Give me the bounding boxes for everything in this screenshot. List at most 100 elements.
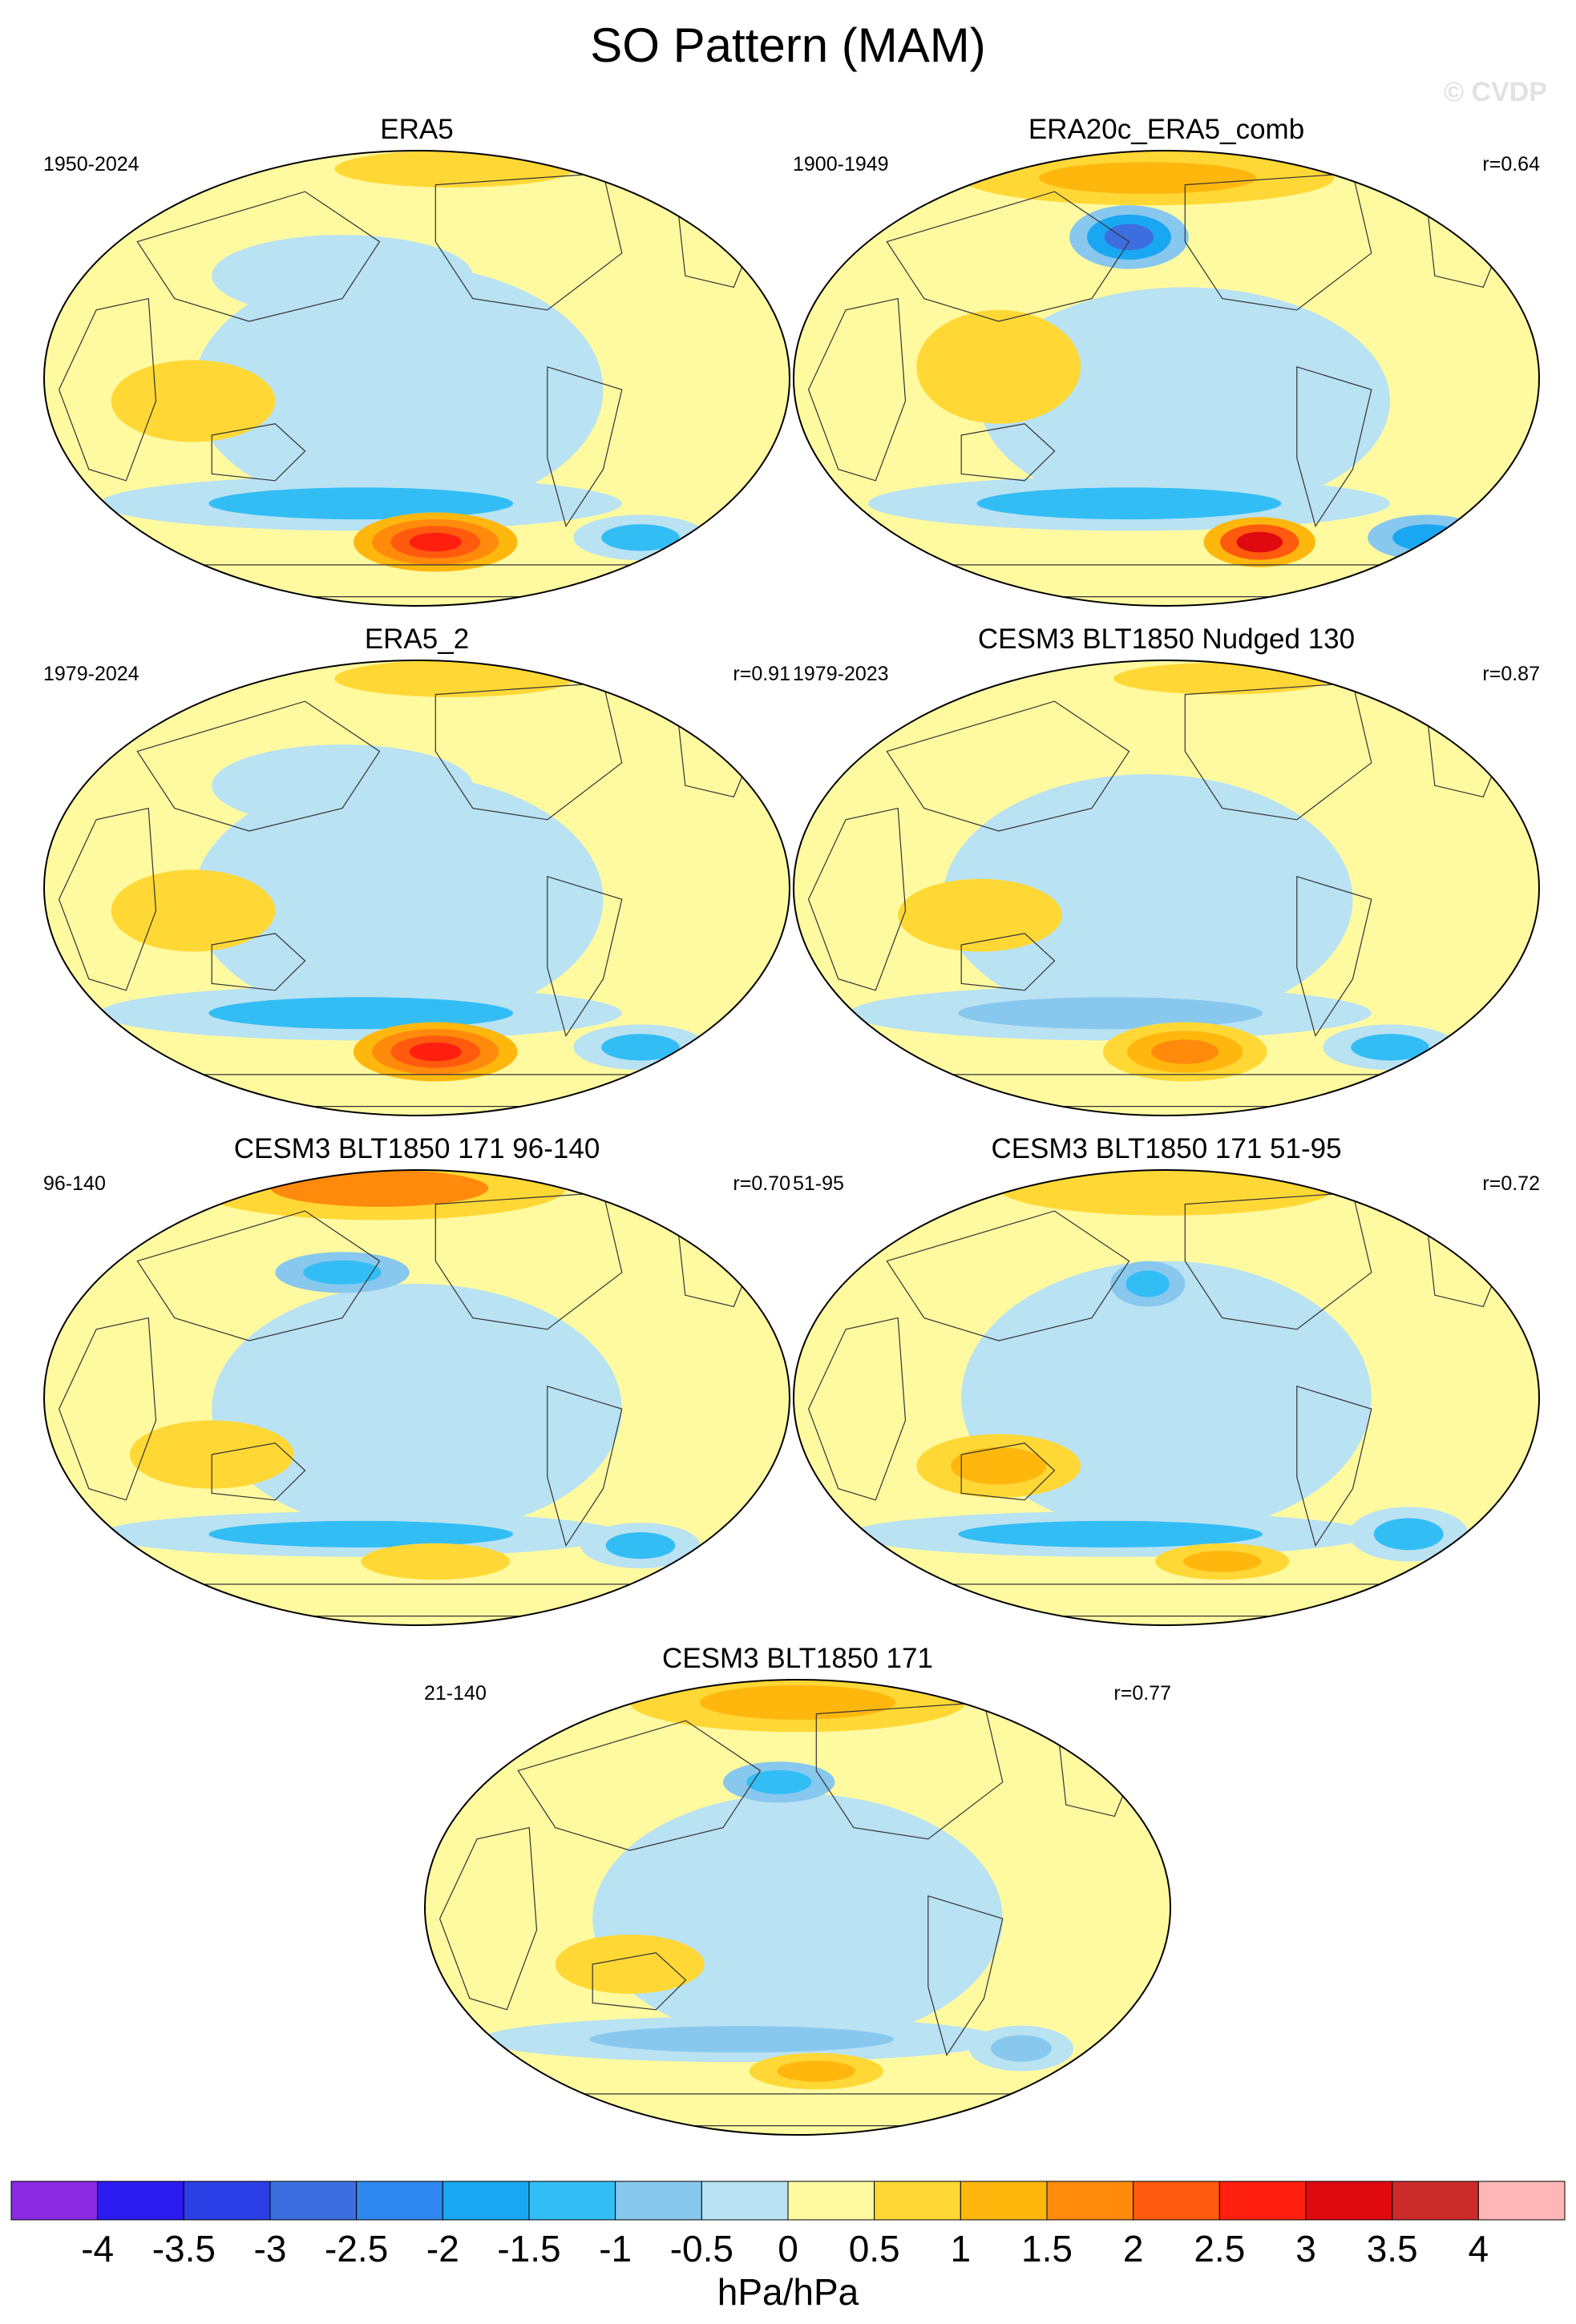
- south-america-outline: [1296, 365, 1372, 528]
- colorbar-tick-label: -2: [426, 2228, 459, 2270]
- north-positive-level-1: [270, 1170, 489, 1207]
- map-panel-era5: ERA5 1950-2024: [40, 114, 794, 611]
- map-border: [424, 1679, 1171, 2136]
- colorbar-swatch: [1477, 2181, 1566, 2221]
- colorbar-tick-label: 1: [951, 2228, 972, 2270]
- south-atlantic-low-level-1: [601, 524, 680, 551]
- map-panel-cesm3-21-140: CESM3 BLT1850 171 21-140 r=0.77: [421, 1643, 1174, 2140]
- africa-outline: [58, 1317, 157, 1501]
- indo-positive-level-0: [898, 878, 1062, 952]
- map-border: [793, 660, 1540, 1116]
- figure-title: SO Pattern (MAM): [590, 18, 986, 72]
- panel-correlation: r=0.70: [733, 1172, 790, 1195]
- asia-outline: [136, 1210, 381, 1342]
- colorbar: [10, 2181, 1566, 2221]
- australia-outline: [592, 1952, 687, 2011]
- south-pacific-high-level-1: [1182, 1551, 1262, 1572]
- colorbar-swatch: [442, 2181, 530, 2221]
- north-positive-level-1: [334, 660, 574, 697]
- south-pacific-high-level-2: [1151, 1039, 1219, 1064]
- asia-outline: [886, 700, 1130, 832]
- so-pattern-map: [43, 660, 790, 1116]
- map-field: [44, 1170, 790, 1625]
- ocean-negative-pacific-level-0: [212, 1284, 622, 1535]
- colorbar-swatch: [1133, 2181, 1220, 2221]
- south-pacific-high-level-1: [777, 2060, 856, 2082]
- south-pacific-high-level-3: [409, 532, 462, 552]
- colorbar-swatch: [528, 2181, 616, 2221]
- aleutian-low-level-1: [303, 1260, 382, 1285]
- ocean-negative-pacific-level-0: [592, 1793, 1003, 2044]
- colorbar-tick-label: -3.5: [152, 2228, 216, 2270]
- panel-period: 1900-1949: [793, 153, 889, 176]
- asia-negative-level-0: [212, 235, 473, 317]
- north-positive-level-1: [334, 151, 574, 188]
- south-america-outline: [547, 875, 623, 1038]
- ocean-negative-pacific-level-0: [980, 287, 1390, 515]
- south-america-outline: [547, 365, 623, 528]
- panel-period: 1950-2024: [43, 153, 139, 176]
- south-atlantic-low-level-1: [991, 2035, 1052, 2062]
- colorbar-tick-label: 2.5: [1194, 2228, 1245, 2270]
- map-border: [793, 150, 1540, 607]
- colorbar-swatch: [356, 2181, 443, 2221]
- panel-correlation: r=0.72: [1482, 1172, 1540, 1195]
- panel-title: ERA5_2: [364, 623, 470, 655]
- south-atlantic-low-level-1: [1392, 524, 1462, 551]
- panel-period: 96-140: [43, 1172, 106, 1195]
- africa-outline: [807, 807, 907, 991]
- south-pacific-high-level-3: [409, 1042, 462, 1062]
- southern-negative-band-level-1: [208, 1520, 514, 1547]
- panel-period: 21-140: [424, 1682, 487, 1705]
- south-america-outline: [1296, 875, 1372, 1038]
- colorbar-swatch: [97, 2181, 184, 2221]
- so-pattern-map: [793, 150, 1540, 607]
- cvdp-watermark: © CVDP: [1444, 77, 1547, 107]
- panel-period: 1979-2024: [43, 663, 139, 685]
- australia-outline: [960, 423, 1056, 482]
- australia-outline: [960, 1442, 1056, 1501]
- colorbar-tick-label: 3.5: [1367, 2228, 1418, 2270]
- colorbar-labels: -4 -3.5 -3 -2.5 -2 -1.5 -1 -0.5 0 0.5 1 1.5 2 2.5 3 3.5…: [81, 2228, 1489, 2313]
- africa-outline: [438, 1826, 538, 2011]
- map-field: [794, 1170, 1539, 1625]
- aleutian-low-level-1: [1125, 1270, 1170, 1297]
- africa-outline: [807, 1317, 907, 1501]
- southern-negative-band-level-1: [958, 1520, 1263, 1547]
- south-america-outline: [927, 1894, 1004, 2057]
- southern-negative-band-level-1: [958, 997, 1263, 1030]
- indo-positive-level-0: [111, 869, 276, 952]
- south-atlantic-low-level-1: [1351, 1034, 1429, 1061]
- panel-period: 1979-2023: [793, 663, 889, 685]
- aleutian-low-level-1: [746, 1769, 812, 1794]
- asia-outline: [136, 191, 381, 322]
- so-pattern-map: [793, 1169, 1540, 1626]
- colorbar-swatch: [1218, 2181, 1307, 2221]
- ocean-negative-pacific-level-0: [193, 774, 604, 1025]
- map-border: [43, 1169, 790, 1626]
- colorbar-swatch: [874, 2181, 961, 2221]
- colorbar-swatch: [615, 2181, 702, 2221]
- colorbar-swatch: [960, 2181, 1048, 2221]
- south-atlantic-low-level-1: [1373, 1518, 1444, 1551]
- map-panel-cesm3-51-95: CESM3 BLT1850 171 51-95 51-95 r=0.72: [790, 1133, 1543, 1630]
- southern-negative-band-level-1: [589, 2026, 895, 2053]
- panel-correlation: r=0.77: [1113, 1682, 1171, 1705]
- asia-outline: [517, 1720, 762, 1851]
- indo-positive-level-1: [951, 1447, 1047, 1485]
- map-field: [794, 151, 1539, 606]
- africa-outline: [58, 297, 157, 482]
- panel-correlation: r=0.87: [1482, 663, 1540, 685]
- panel-period: 51-95: [793, 1172, 844, 1195]
- north-positive-level-1: [1113, 662, 1332, 695]
- south-atlantic-low-level-1: [605, 1532, 676, 1559]
- panel-title: CESM3 BLT1850 Nudged 130: [977, 623, 1356, 655]
- panel-title: ERA20c_ERA5_comb: [1028, 114, 1305, 145]
- panel-title: CESM3 BLT1850 171 51-95: [991, 1133, 1342, 1164]
- colorbar-swatch: [1392, 2181, 1479, 2221]
- colorbar-tick-label: 4: [1469, 2228, 1489, 2270]
- southern-negative-band-level-1: [208, 997, 514, 1030]
- map-panel-cesm3-96-140: CESM3 BLT1850 171 96-140 96-140 r=0.70: [40, 1133, 794, 1630]
- colorbar-tick-label: -2.5: [325, 2228, 388, 2270]
- colorbar-tick-label: -0.5: [670, 2228, 733, 2270]
